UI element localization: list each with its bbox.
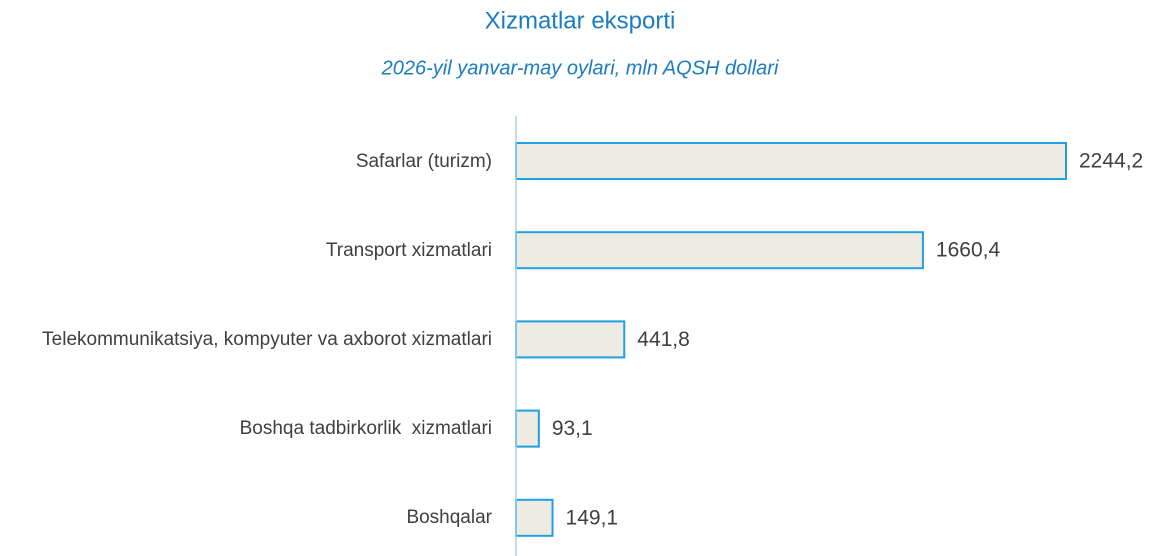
- bar: [515, 320, 626, 359]
- bar: [515, 409, 540, 448]
- bar: [515, 498, 554, 537]
- category-label-box: Boshqalar: [2, 488, 492, 548]
- category-label-box: Telekommunikatsiya, kompyuter va axborot…: [2, 309, 492, 369]
- value-label: 149,1: [566, 506, 619, 529]
- value-label: 441,8: [637, 328, 690, 351]
- value-label: 2244,2: [1079, 150, 1143, 173]
- chart-title: Xizmatlar eksporti: [485, 7, 676, 34]
- bar: [515, 142, 1067, 180]
- value-label: 93,1: [552, 417, 593, 440]
- category-label: Boshqalar: [406, 507, 492, 529]
- value-label: 1660,4: [936, 239, 1001, 262]
- category-label-box: Boshqa tadbirkorlik xizmatlari: [2, 399, 492, 459]
- category-label-box: Transport xizmatlari: [2, 220, 492, 280]
- category-label: Transport xizmatlari: [325, 239, 492, 261]
- category-label: Telekommunikatsiya, kompyuter va axborot…: [42, 328, 492, 350]
- bar: [515, 231, 924, 270]
- category-label-box: Safarlar (turizm): [2, 131, 492, 191]
- category-label: Boshqa tadbirkorlik xizmatlari: [239, 418, 492, 440]
- chart-subtitle: 2026-yil yanvar-may oylari, mln AQSH dol…: [381, 57, 779, 79]
- category-label: Safarlar (turizm): [355, 150, 492, 172]
